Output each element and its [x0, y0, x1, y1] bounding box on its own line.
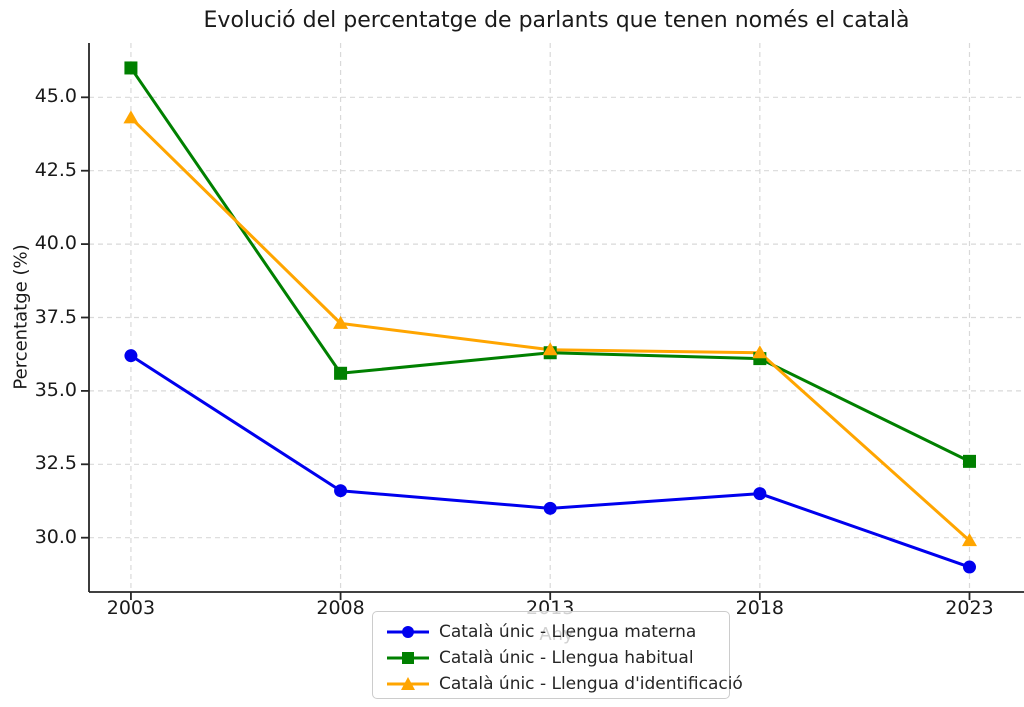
x-tick-label: 2023 [945, 597, 994, 619]
y-tick-label: 40.0 [34, 232, 77, 255]
data-point-circle [962, 560, 976, 574]
legend-item-llengua-identificacio: Català únic - Llengua d'identificació [385, 671, 743, 697]
legend-marker-square-icon [387, 652, 429, 664]
legend-marker-circle-icon [387, 626, 429, 638]
data-point-square [124, 61, 138, 75]
y-tick-label: 32.5 [34, 452, 77, 475]
data-point-triangle [961, 533, 977, 547]
x-tick-label: 2008 [316, 597, 365, 619]
legend: Català únic - Llengua materna Català úni… [372, 611, 743, 699]
chart-title: Evolució del percentatge de parlants que… [203, 8, 910, 33]
legend-label: Català únic - Llengua materna [439, 622, 697, 642]
legend-label: Català únic - Llengua habitual [439, 648, 694, 668]
x-tick-label: 2018 [735, 597, 785, 619]
data-point-circle [334, 484, 348, 498]
y-tick-label: 37.5 [34, 305, 77, 328]
legend-item-llengua-materna: Català únic - Llengua materna [385, 619, 729, 645]
data-point-square [962, 454, 976, 468]
legend-item-llengua-habitual: Català únic - Llengua habitual [385, 645, 729, 671]
data-point-triangle [752, 345, 768, 359]
data-point-square [334, 366, 348, 380]
data-point-circle [753, 487, 767, 501]
legend-marker-shape [402, 652, 414, 664]
y-tick-label: 45.0 [34, 85, 77, 108]
legend-marker-shape [402, 626, 414, 638]
legend-marker-shape [401, 677, 415, 690]
x-tick-label: 2003 [106, 597, 156, 619]
data-point-circle [543, 501, 557, 515]
y-tick-label: 42.5 [34, 158, 77, 181]
y-tick-label: 35.0 [34, 378, 77, 401]
legend-label: Català únic - Llengua d'identificació [439, 674, 743, 694]
data-point-triangle [333, 315, 349, 329]
data-point-triangle [123, 110, 139, 124]
data-point-circle [124, 349, 138, 363]
legend-marker-triangle-icon [387, 677, 429, 690]
data-point-triangle [542, 342, 558, 356]
y-tick-label: 30.0 [34, 525, 77, 548]
